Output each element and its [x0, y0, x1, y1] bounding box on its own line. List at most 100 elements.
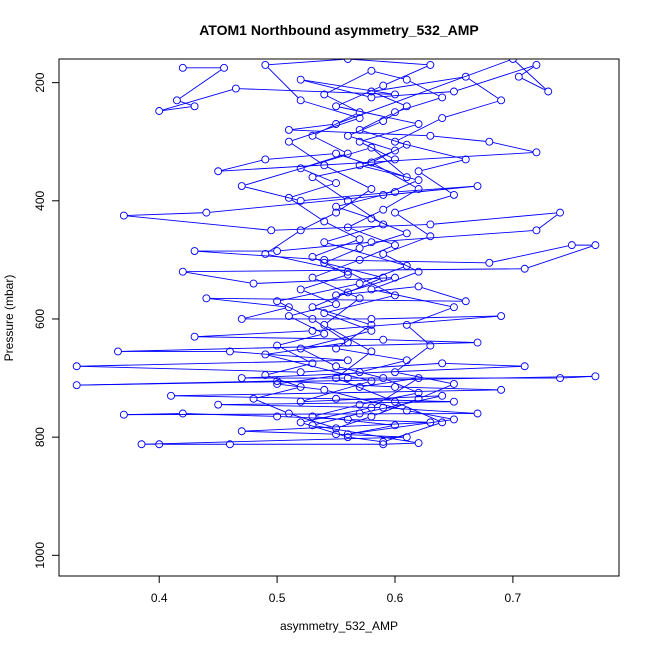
data-point [450, 190, 458, 199]
data-point [320, 258, 329, 267]
data-point [178, 267, 187, 276]
data-point [343, 430, 352, 439]
series-line-segment [268, 342, 345, 355]
data-point [567, 241, 576, 250]
data-point [485, 137, 494, 146]
data-point [367, 377, 376, 385]
data-point [532, 60, 541, 69]
data-point [473, 182, 482, 190]
series-line-segment [315, 260, 357, 277]
data-point [308, 131, 317, 140]
x-axis-label: asymmetry_532_AMP [280, 619, 398, 633]
chart-title: ATOM1 Northbound asymmetry_532_AMP [199, 22, 479, 38]
y-tick-label: 400 [33, 190, 47, 210]
data-point [391, 241, 399, 250]
series-line-segment [292, 304, 333, 316]
series-line-segment [492, 142, 534, 153]
data-point [296, 397, 305, 406]
series-line-segment [327, 295, 392, 313]
data-point [367, 285, 376, 294]
series-line-segment [527, 245, 593, 269]
data-point [391, 421, 399, 430]
data-point [450, 415, 458, 424]
series-line-segment [245, 422, 427, 432]
series-line-segment [351, 419, 427, 423]
data-point [261, 60, 270, 69]
series-line-segment [245, 365, 522, 379]
data-point [414, 388, 423, 397]
data-point [450, 380, 458, 388]
data-point [237, 182, 246, 190]
series-line-segment [127, 212, 203, 216]
series-line-segment [292, 129, 427, 137]
series-line-segment [409, 307, 451, 325]
series-line-segment [362, 360, 404, 372]
data-point [367, 66, 376, 75]
series-line-segment [179, 69, 222, 99]
data-point [214, 400, 223, 409]
data-point [391, 90, 399, 99]
data-point [332, 362, 340, 371]
data-point [267, 226, 276, 235]
series-line-segment [374, 145, 404, 162]
data-point [273, 377, 282, 385]
data-point [214, 167, 223, 176]
series-line-segment [303, 275, 345, 289]
series-line-segment [433, 135, 486, 142]
data-point [355, 368, 364, 377]
data-point [544, 87, 553, 96]
series-line-segment [292, 123, 333, 130]
data-point [414, 167, 423, 176]
series-line-segment [350, 202, 381, 223]
data-point [402, 75, 411, 84]
data-point [379, 190, 388, 199]
data-point [391, 108, 399, 117]
data-point [473, 338, 482, 347]
data-point [320, 238, 329, 247]
data-point [178, 63, 187, 72]
data-point [296, 226, 305, 235]
data-point [261, 350, 270, 359]
data-point [343, 356, 352, 365]
data-point [167, 391, 175, 400]
plot-frame [58, 58, 620, 577]
data-point [119, 211, 128, 220]
data-point [284, 409, 293, 418]
data-point [556, 208, 564, 217]
data-point [391, 382, 399, 391]
data-point [343, 288, 352, 297]
series-line-segment [209, 298, 286, 308]
series-line-segment [315, 278, 357, 298]
series-line-segment [198, 250, 321, 261]
series-line-segment [492, 245, 569, 263]
data-point [296, 382, 305, 391]
series-line-segment [327, 390, 404, 411]
data-point [284, 137, 293, 146]
data-point [284, 312, 293, 320]
series-line-segment [303, 169, 333, 183]
data-point [296, 344, 305, 353]
data-point [367, 326, 376, 335]
series-line-segment [221, 159, 263, 171]
series-line-segment [338, 326, 369, 347]
series-line-segment [409, 326, 429, 344]
series-line-segment [280, 380, 392, 388]
series-line-segment [374, 71, 404, 80]
data-point [426, 232, 435, 241]
data-point [355, 244, 364, 253]
series-line-segment [245, 307, 286, 319]
data-point [355, 125, 364, 134]
series-line-segment [315, 416, 392, 426]
data-point [367, 143, 376, 152]
series-line-segment [350, 278, 381, 292]
data-point [367, 320, 376, 329]
series-line-segment [245, 430, 333, 435]
data-point [426, 341, 435, 350]
data-point [379, 250, 388, 258]
series-line-segment [351, 59, 427, 66]
data-point [461, 155, 470, 164]
data-point [355, 409, 364, 418]
series-line-segment [280, 283, 357, 301]
data-point [320, 320, 329, 329]
series-line-segment [386, 339, 475, 343]
